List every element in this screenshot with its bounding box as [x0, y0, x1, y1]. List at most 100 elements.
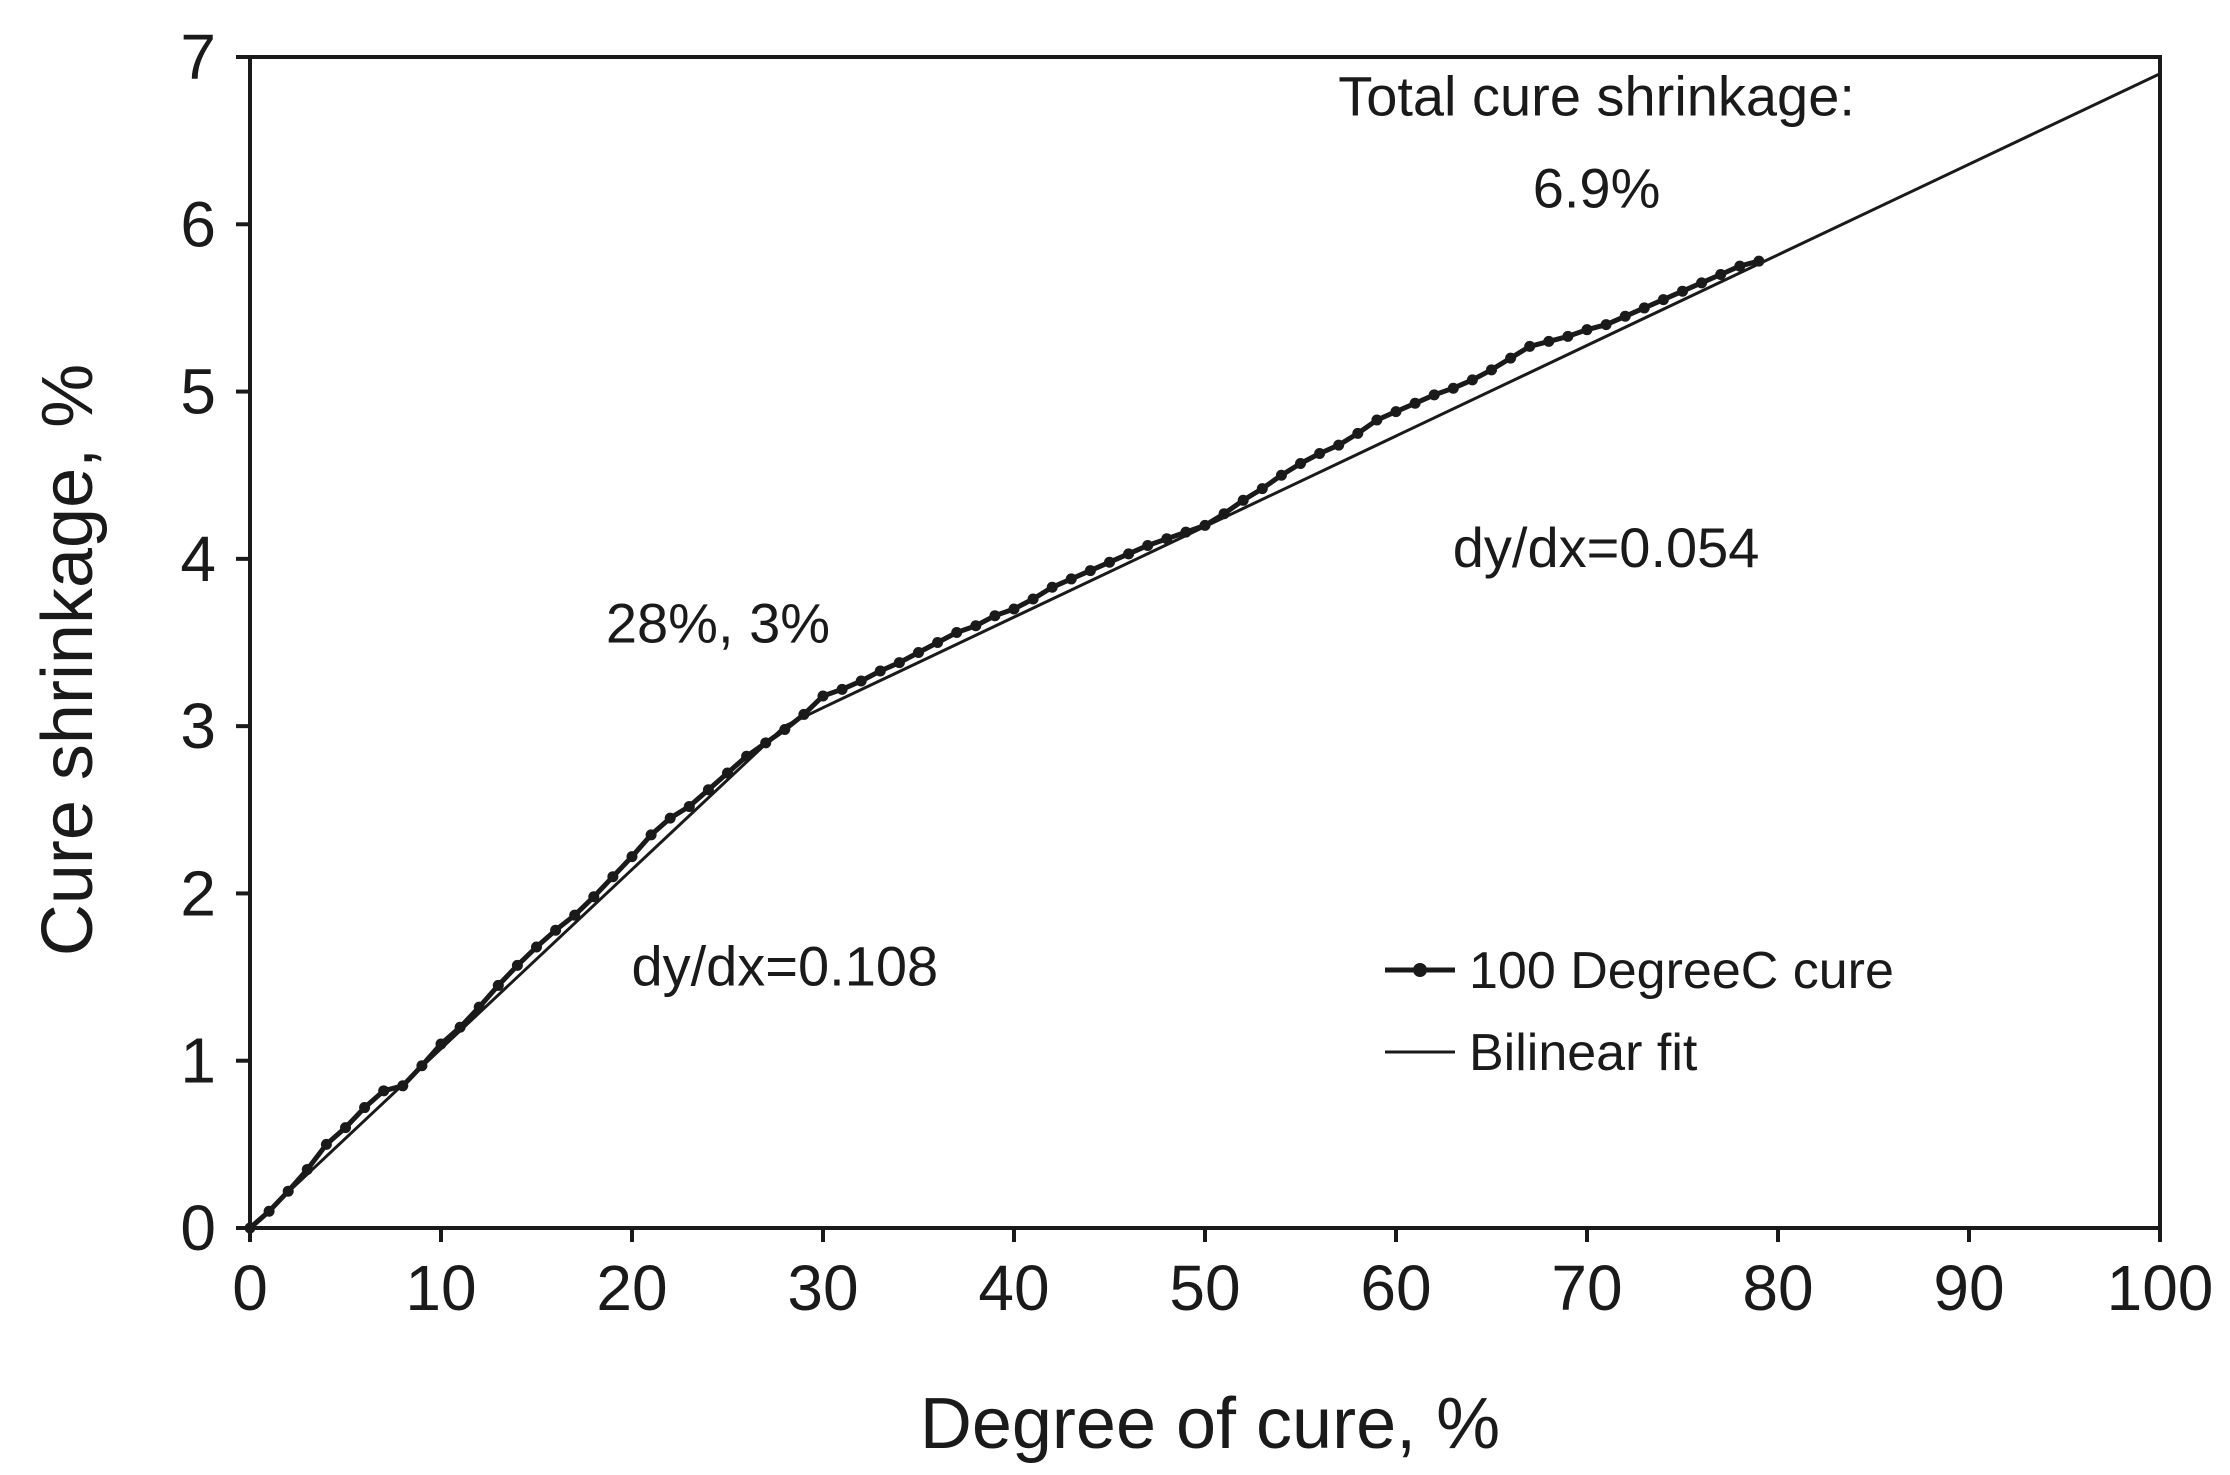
data-point — [378, 1085, 390, 1097]
data-point — [1027, 593, 1039, 605]
data-point — [817, 690, 829, 702]
data-point — [1600, 319, 1612, 331]
data-point — [1638, 302, 1650, 314]
data-point — [1715, 268, 1727, 280]
data-point — [1065, 573, 1077, 585]
data-point — [511, 959, 523, 971]
data-point — [1123, 548, 1135, 560]
y-tick-label: 1 — [180, 1025, 216, 1097]
data-point — [1314, 447, 1326, 459]
data-point — [1237, 494, 1249, 506]
series — [244, 72, 2161, 1234]
data-point — [1581, 324, 1593, 336]
data-point — [1505, 352, 1517, 364]
x-tick-label: 20 — [596, 1252, 667, 1324]
legend-label: 100 DegreeC cure — [1469, 942, 1894, 1000]
chart-annotation: dy/dx=0.054 — [1453, 516, 1760, 579]
data-point — [1447, 382, 1459, 394]
chart-annotation: 28%, 3% — [606, 592, 830, 655]
data-point — [320, 1138, 332, 1150]
data-point — [1619, 310, 1631, 322]
data-point — [836, 683, 848, 695]
data-point — [1142, 539, 1154, 551]
data-point — [492, 979, 504, 991]
data-point — [569, 909, 581, 921]
data-point — [932, 637, 944, 648]
data-point — [893, 657, 905, 669]
data-point — [1466, 374, 1478, 386]
data-point — [1084, 565, 1096, 577]
y-tick-label: 7 — [180, 21, 216, 93]
y-tick-label: 5 — [180, 356, 216, 428]
data-point — [531, 941, 542, 953]
data-point — [702, 784, 714, 796]
data-point — [1371, 414, 1383, 426]
data-point — [607, 871, 619, 883]
data-point — [1562, 330, 1574, 342]
data-point — [951, 626, 963, 638]
data-point — [1486, 364, 1497, 376]
data-point — [1256, 483, 1268, 495]
axes — [248, 55, 2162, 1230]
y-axis-title: Cure shrinkage, % — [28, 364, 108, 956]
y-tick-label: 2 — [180, 857, 216, 929]
x-tick-label: 100 — [2107, 1252, 2214, 1324]
data-point — [1734, 260, 1746, 272]
annotations: Total cure shrinkage: 6.9% dy/dx=0.054 28%,… — [606, 65, 1855, 998]
ticks: 0 10 20 30 40 50 60 70 80 90 100 0 1 2 3 4 5 6 7 — [180, 21, 2213, 1324]
data-point — [1696, 277, 1708, 289]
data-point — [913, 647, 924, 659]
x-tick-label: 60 — [1360, 1252, 1431, 1324]
series-line-cure-data — [248, 258, 1760, 1230]
data-point — [1008, 603, 1020, 615]
data-point — [1161, 533, 1173, 545]
data-point — [1275, 469, 1287, 481]
y-tick-label: 4 — [180, 523, 216, 595]
x-axis-title: Degree of cure, % — [920, 1384, 1500, 1464]
data-point — [340, 1122, 351, 1134]
data-point — [874, 665, 886, 677]
data-point — [970, 620, 982, 632]
data-point — [359, 1102, 371, 1114]
legend-label: Bilinear fit — [1469, 1024, 1698, 1082]
data-point — [1352, 427, 1364, 439]
chart-annotation: Total cure shrinkage: — [1338, 65, 1855, 128]
y-tick-label: 3 — [180, 690, 216, 762]
data-point — [1409, 397, 1421, 409]
data-point — [683, 800, 695, 812]
y-tick-label: 6 — [180, 188, 216, 260]
data-point — [550, 924, 562, 936]
x-tick-label: 90 — [1933, 1252, 2004, 1324]
data-point — [1657, 294, 1669, 306]
series-line-bilinear-fit — [248, 72, 2161, 1230]
data-point — [855, 675, 867, 687]
data-point — [626, 851, 638, 863]
data-point — [1677, 285, 1688, 297]
data-point — [1333, 439, 1345, 451]
data-point — [664, 812, 676, 824]
data-point — [989, 610, 1001, 622]
data-point — [1543, 335, 1555, 347]
chart-annotation: 6.9% — [1533, 157, 1661, 220]
data-point — [1390, 406, 1402, 418]
legend-swatch-marker — [1413, 963, 1427, 977]
chart-annotation: dy/dx=0.108 — [631, 934, 938, 997]
x-tick-label: 50 — [1169, 1252, 1240, 1324]
x-tick-label: 0 — [232, 1252, 268, 1324]
data-point — [1524, 340, 1536, 352]
data-point — [1295, 458, 1306, 470]
data-point — [1046, 581, 1058, 593]
x-tick-label: 30 — [787, 1252, 858, 1324]
plot-frame — [248, 55, 2162, 1230]
data-point — [1428, 389, 1440, 401]
legend: 100 DegreeC cure Bilinear fit — [1385, 942, 1894, 1082]
data-point — [645, 829, 657, 841]
data-point — [588, 891, 600, 903]
x-tick-label: 40 — [978, 1252, 1049, 1324]
x-tick-label: 70 — [1551, 1252, 1622, 1324]
data-point — [1104, 556, 1115, 568]
y-tick-label: 0 — [180, 1192, 216, 1264]
x-tick-label: 80 — [1742, 1252, 1813, 1324]
